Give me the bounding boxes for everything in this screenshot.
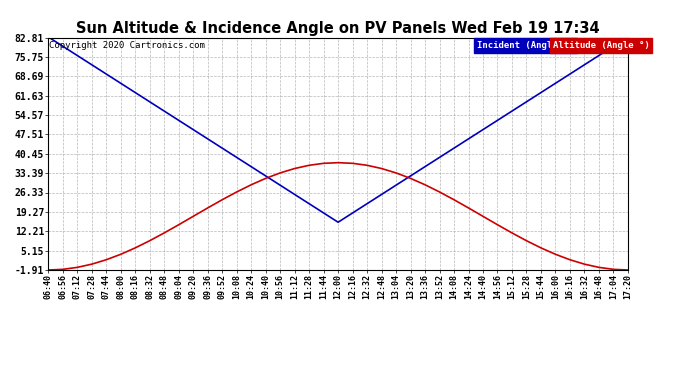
- Text: Altitude (Angle °): Altitude (Angle °): [553, 41, 649, 50]
- Title: Sun Altitude & Incidence Angle on PV Panels Wed Feb 19 17:34: Sun Altitude & Incidence Angle on PV Pan…: [77, 21, 600, 36]
- Text: Copyright 2020 Cartronics.com: Copyright 2020 Cartronics.com: [50, 41, 206, 50]
- Text: Incident (Angle °): Incident (Angle °): [477, 41, 574, 50]
